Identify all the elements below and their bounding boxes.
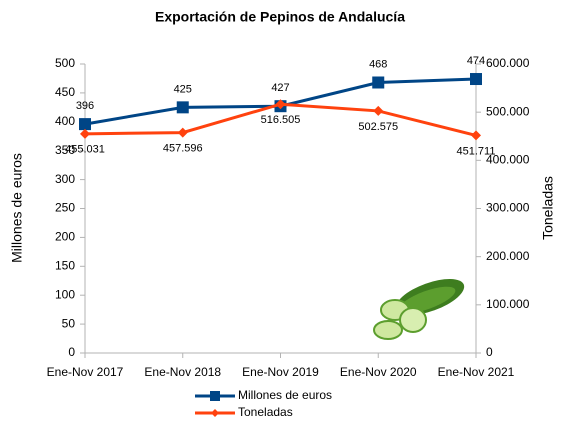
point — [79, 118, 91, 131]
cucumber-image — [373, 278, 465, 340]
data-label: 502.575 — [358, 121, 398, 133]
y-tick-label: 250 — [55, 201, 75, 215]
x-tick-label: Ene-Nov 2018 — [144, 365, 221, 379]
point — [372, 76, 385, 89]
point — [470, 73, 482, 86]
y2-tick-label: 0 — [486, 345, 493, 359]
data-label: 455.031 — [65, 144, 105, 156]
point — [471, 130, 481, 141]
chart-title: Exportación de Pepinos de Andalucía — [155, 9, 405, 25]
data-label: 425 — [174, 83, 192, 95]
x-tick-label: Ene-Nov 2017 — [47, 365, 124, 379]
y-tick-label: 500 — [55, 56, 75, 70]
x-tick-label: Ene-Nov 2021 — [438, 365, 515, 379]
legend-label: Millones de euros — [238, 388, 332, 402]
y2-tick-label: 500.000 — [486, 104, 530, 118]
point — [177, 127, 188, 138]
point — [275, 99, 286, 110]
y-tick-label: 100 — [55, 287, 75, 301]
legend-label: Toneladas — [238, 405, 293, 419]
y-tick-label: 150 — [55, 258, 75, 272]
legend-marker — [211, 409, 219, 417]
data-label: 516.505 — [261, 114, 301, 126]
point — [80, 128, 90, 139]
y-tick-label: 200 — [55, 230, 75, 244]
y2-tick-label: 200.000 — [486, 249, 530, 263]
data-label: 468 — [369, 58, 387, 70]
y-tick-label: 0 — [68, 345, 75, 359]
x-tick-label: Ene-Nov 2020 — [340, 365, 417, 379]
data-label: 474 — [467, 55, 485, 67]
y2-axis-label: Toneladas — [540, 176, 556, 240]
y2-tick-label: 600.000 — [486, 56, 530, 70]
data-label: 427 — [271, 82, 289, 94]
y2-tick-label: 100.000 — [486, 297, 530, 311]
legend-marker — [210, 391, 220, 401]
y-tick-label: 300 — [55, 172, 75, 186]
y2-tick-label: 400.000 — [486, 153, 530, 167]
data-label: 396 — [76, 100, 94, 112]
data-label: 451.711 — [457, 145, 496, 157]
y-tick-label: 50 — [62, 316, 76, 330]
y2-tick-label: 300.000 — [486, 201, 530, 215]
point — [373, 105, 384, 116]
y-tick-label: 400 — [55, 114, 75, 128]
x-tick-label: Ene-Nov 2019 — [242, 365, 319, 379]
y-axis-label: Millones de euros — [9, 153, 25, 263]
point — [176, 101, 189, 114]
y-tick-label: 450 — [55, 85, 75, 99]
data-label: 457.596 — [163, 142, 203, 154]
y-tick-label: 350 — [55, 143, 75, 157]
